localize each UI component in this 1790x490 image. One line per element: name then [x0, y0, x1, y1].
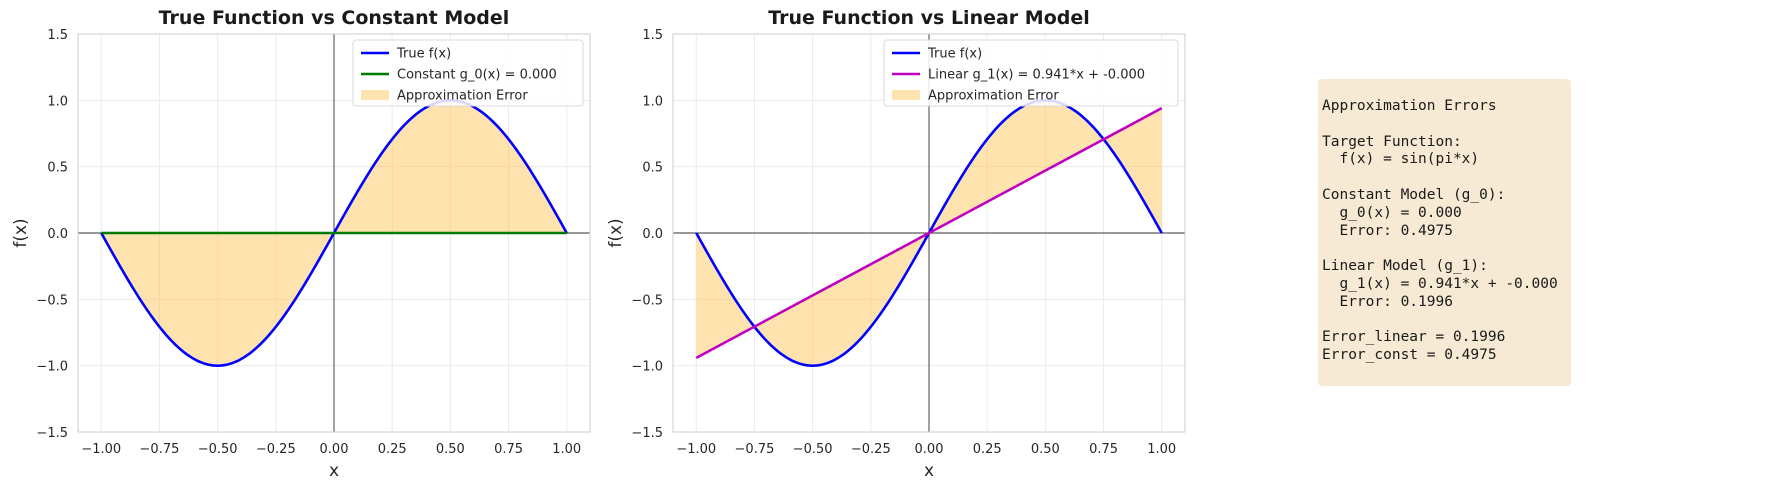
x-tick-label: 0.00 — [320, 442, 349, 457]
y-axis-label: f(x) — [11, 218, 31, 247]
x-tick-label: −1.00 — [81, 442, 121, 457]
x-tick-label: −0.50 — [198, 442, 238, 457]
y-tick-label: −1.0 — [36, 360, 68, 375]
y-tick-label: 1.5 — [47, 28, 68, 43]
chart-title: True Function vs Linear Model — [768, 7, 1090, 29]
legend-box — [883, 39, 1179, 107]
x-tick-label: −0.25 — [851, 442, 891, 457]
y-tick-label: 0.0 — [47, 227, 68, 242]
y-tick-label: −0.5 — [36, 293, 68, 308]
x-tick-label: −0.75 — [140, 442, 180, 457]
x-tick-label: −0.75 — [735, 442, 775, 457]
x-tick-label: 0.00 — [915, 442, 944, 457]
legend: True f(x) Linear g_1(x) = 0.941*x + -0.00… — [883, 39, 1179, 107]
chart-title: True Function vs Constant Model — [159, 7, 510, 29]
legend-label: Linear g_1(x) = 0.941*x + -0.000 — [928, 68, 1145, 83]
approximation-error-fill — [101, 100, 567, 366]
y-tick-label: −1.5 — [631, 426, 663, 441]
legend-label: Approximation Error — [928, 89, 1059, 104]
y-tick-label: 0.5 — [47, 161, 68, 176]
x-tick-label: −0.25 — [256, 442, 296, 457]
y-tick-label: −0.5 — [631, 293, 663, 308]
error-summary-box — [1318, 79, 1571, 386]
legend-label: True f(x) — [927, 47, 982, 62]
x-tick-label: 0.75 — [494, 442, 523, 457]
x-tick-label: 0.25 — [973, 442, 1002, 457]
legend-swatch — [361, 90, 389, 100]
model-line — [695, 107, 1163, 359]
legend-swatch — [892, 90, 920, 100]
x-axis-label: x — [329, 461, 339, 481]
y-tick-label: −1.0 — [631, 360, 663, 375]
y-tick-label: 1.0 — [47, 94, 68, 109]
x-tick-label: 0.50 — [436, 442, 465, 457]
y-tick-label: 1.0 — [642, 94, 663, 109]
legend-label: Approximation Error — [397, 89, 528, 104]
legend-label: Constant g_0(x) = 0.000 — [397, 68, 557, 83]
plot-frame — [672, 33, 1186, 433]
chart-1: −1.00 −0.75 −0.50 −0.25 0.00 0.25 0.50 0.75 1.00… — [11, 7, 591, 481]
y-tick-label: 0.0 — [642, 227, 663, 242]
approximation-error-fill — [696, 100, 1162, 366]
x-axis-label: x — [924, 461, 934, 481]
y-tick-label: 0.5 — [642, 161, 663, 176]
x-tick-label: −1.00 — [676, 442, 716, 457]
error-summary-text: Approximation Errors Target Function: f(… — [1322, 98, 1558, 364]
y-tick-label: −1.5 — [36, 426, 68, 441]
y-axis-label: f(x) — [606, 218, 626, 247]
x-tick-label: 0.50 — [1031, 442, 1060, 457]
legend-box — [352, 39, 584, 107]
chart-2: −1.00 −0.75 −0.50 −0.25 0.00 0.25 0.50 0.75 1.00… — [606, 7, 1186, 481]
legend: True f(x) Constant g_0(x) = 0.000 Approxim… — [352, 39, 584, 107]
x-tick-label: 0.75 — [1089, 442, 1118, 457]
x-tick-label: 0.25 — [378, 442, 407, 457]
plot-frame — [77, 33, 591, 433]
y-tick-label: 1.5 — [642, 28, 663, 43]
x-tick-label: 1.00 — [552, 442, 581, 457]
x-tick-label: 1.00 — [1147, 442, 1176, 457]
legend-label: True f(x) — [396, 47, 451, 62]
x-tick-label: −0.50 — [793, 442, 833, 457]
